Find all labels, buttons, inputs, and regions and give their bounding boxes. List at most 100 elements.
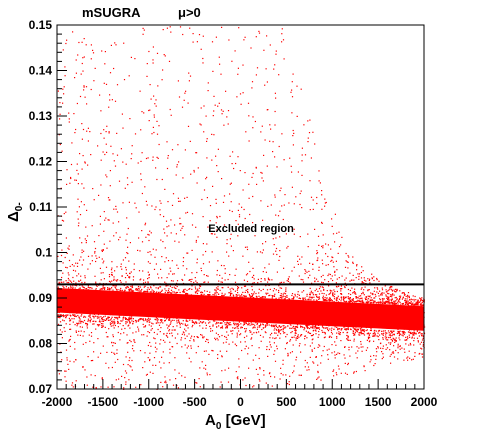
scatter-point <box>355 297 357 299</box>
scatter-point <box>348 293 350 295</box>
scatter-point <box>381 302 383 304</box>
scatter-point <box>176 325 178 327</box>
scatter-point <box>198 319 200 321</box>
scatter-point <box>92 323 94 325</box>
scatter-point <box>402 296 404 298</box>
scatter-point <box>187 320 189 322</box>
scatter-point <box>366 347 369 349</box>
scatter-point <box>108 319 110 321</box>
scatter-point <box>373 355 375 357</box>
scatter-point <box>185 292 187 295</box>
scatter-point <box>113 67 115 70</box>
scatter-point <box>153 331 155 334</box>
scatter-point <box>209 374 211 376</box>
scatter-point <box>131 153 133 155</box>
scatter-point <box>338 368 340 370</box>
scatter-point <box>104 51 106 53</box>
scatter-point <box>165 290 167 292</box>
scatter-point <box>237 327 239 330</box>
scatter-point <box>283 204 285 206</box>
scatter-point <box>175 292 177 294</box>
scatter-point <box>408 334 410 336</box>
scatter-point <box>230 290 232 292</box>
scatter-point <box>226 116 228 118</box>
scatter-point <box>399 348 401 350</box>
scatter-point <box>111 287 113 289</box>
scatter-point <box>277 329 280 331</box>
scatter-point <box>119 236 121 238</box>
scatter-point <box>394 304 396 306</box>
scatter-point <box>322 295 324 297</box>
scatter-point <box>232 330 234 332</box>
scatter-point <box>101 50 103 52</box>
scatter-point <box>171 260 173 262</box>
scatter-point <box>206 275 208 277</box>
scatter-point <box>397 301 399 303</box>
scatter-point <box>336 374 338 376</box>
scatter-point <box>128 75 130 77</box>
scatter-point <box>189 340 191 342</box>
scatter-point <box>157 287 159 289</box>
scatter-point <box>395 288 397 290</box>
scatter-point <box>297 171 299 173</box>
scatter-point <box>274 332 276 334</box>
scatter-point <box>73 280 75 282</box>
scatter-point <box>86 384 88 386</box>
scatter-point <box>156 156 158 158</box>
scatter-point <box>170 322 172 324</box>
scatter-point <box>208 294 210 296</box>
scatter-point <box>275 97 277 99</box>
scatter-point <box>170 320 172 322</box>
scatter-point <box>345 297 347 299</box>
scatter-point <box>336 298 338 300</box>
scatter-point <box>109 240 111 242</box>
scatter-point <box>399 330 401 332</box>
scatter-point <box>225 90 227 92</box>
scatter-point <box>141 192 143 195</box>
scatter-point <box>264 296 266 298</box>
scatter-point <box>221 292 223 294</box>
scatter-point <box>320 379 322 381</box>
scatter-point <box>125 281 127 283</box>
scatter-point <box>299 343 301 345</box>
scatter-point <box>119 323 121 325</box>
scatter-point <box>357 328 359 330</box>
scatter-point <box>342 299 345 301</box>
scatter-point <box>418 335 420 337</box>
scatter-point <box>324 333 326 335</box>
scatter-point <box>124 187 126 189</box>
scatter-point <box>339 328 341 330</box>
scatter-point <box>361 333 363 335</box>
scatter-point <box>140 173 142 175</box>
scatter-point <box>387 298 389 300</box>
scatter-point <box>114 322 116 324</box>
scatter-point <box>271 297 273 299</box>
scatter-point <box>212 324 214 326</box>
scatter-point <box>389 295 391 297</box>
scatter-point <box>344 357 346 359</box>
scatter-point <box>244 341 246 343</box>
scatter-point <box>379 342 382 345</box>
scatter-point <box>344 346 346 348</box>
scatter-point <box>113 160 115 162</box>
scatter-point <box>269 294 271 296</box>
scatter-point <box>341 298 343 300</box>
scatter-point <box>192 324 194 326</box>
scatter-point <box>376 335 378 337</box>
scatter-point <box>137 285 140 288</box>
scatter-point <box>407 294 409 296</box>
scatter-point <box>174 329 176 331</box>
scatter-point <box>230 330 232 332</box>
scatter-point <box>315 356 317 358</box>
scatter-point <box>260 340 262 342</box>
scatter-point <box>156 348 158 350</box>
scatter-point <box>398 300 400 303</box>
scatter-point <box>249 270 251 273</box>
scatter-point <box>254 235 256 237</box>
scatter-point <box>128 276 130 278</box>
scatter-point <box>274 327 276 329</box>
scatter-point <box>173 291 175 293</box>
scatter-point <box>114 270 116 272</box>
scatter-point <box>286 342 288 344</box>
scatter-point <box>134 319 137 322</box>
